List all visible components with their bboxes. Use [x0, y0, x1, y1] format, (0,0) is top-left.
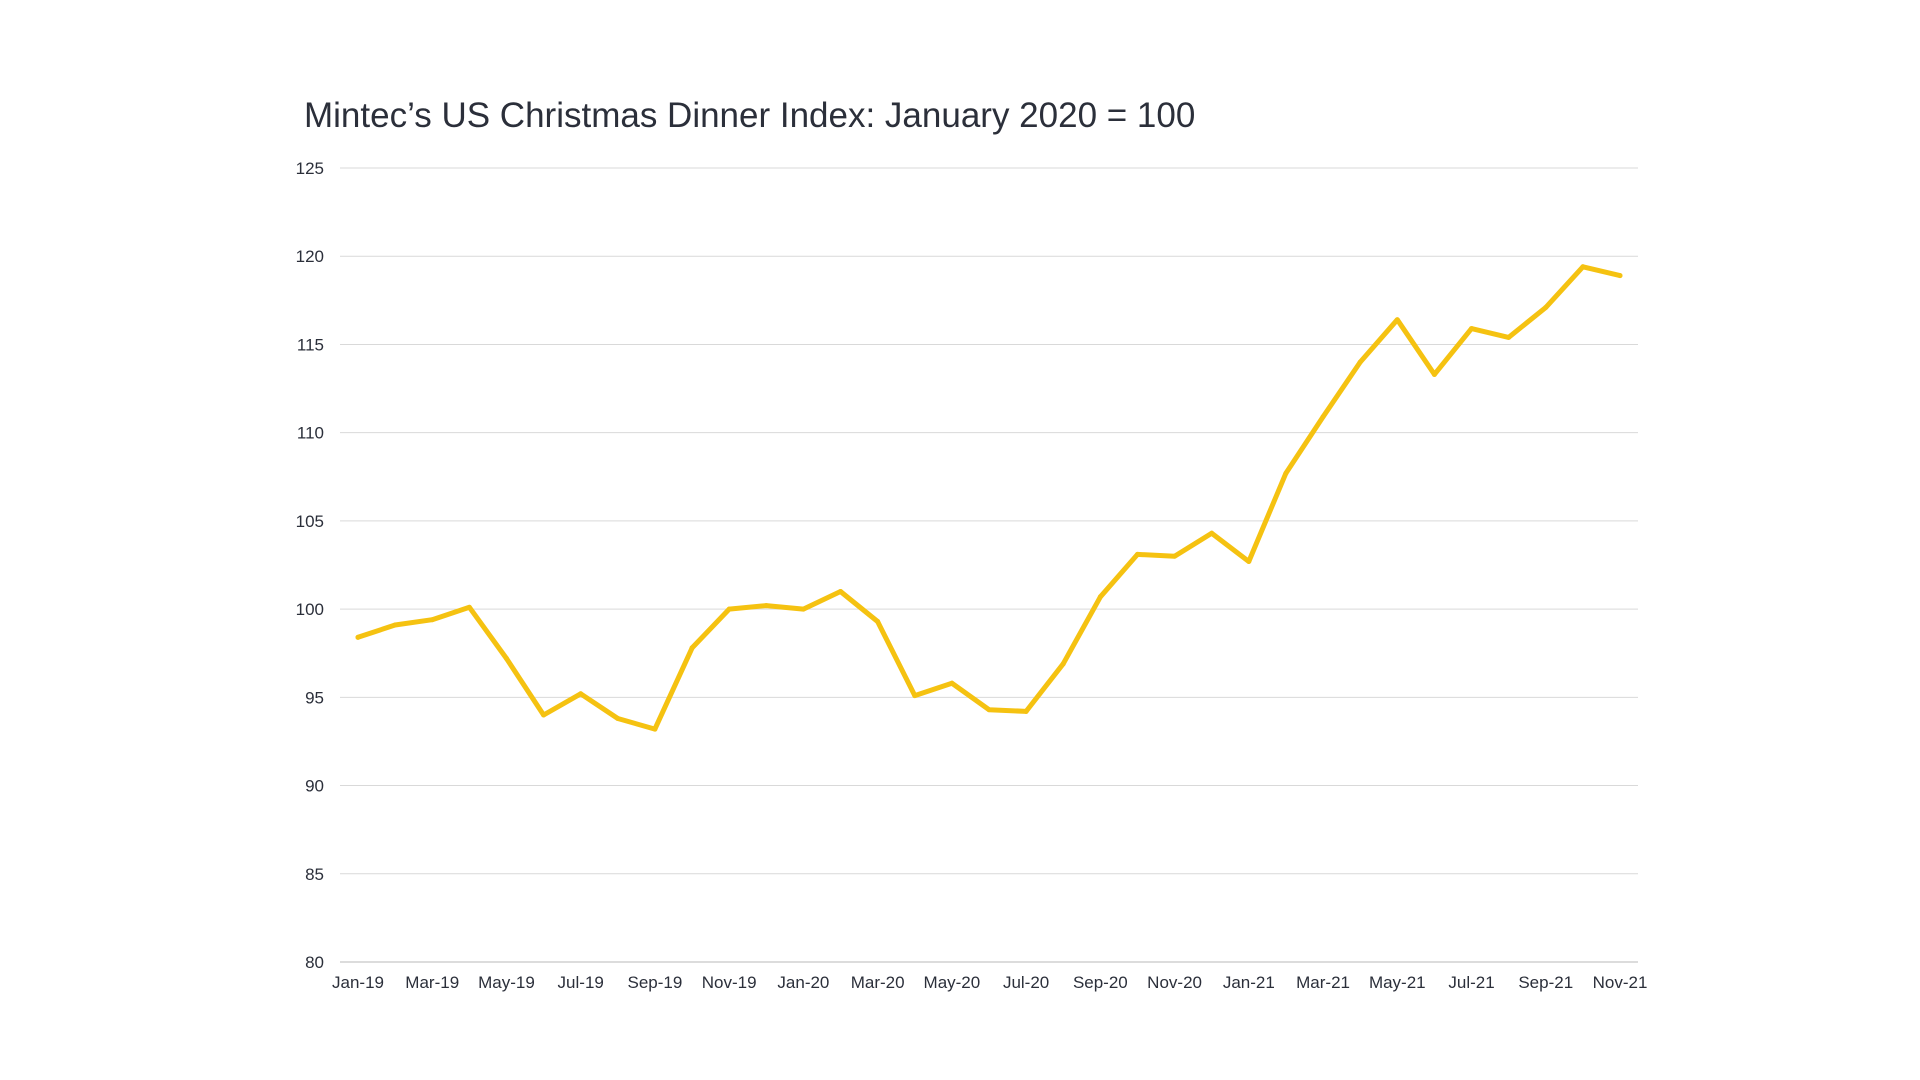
- x-tick-label: Nov-19: [702, 973, 757, 992]
- y-tick-label: 120: [296, 247, 324, 266]
- y-tick-label: 125: [296, 159, 324, 178]
- data-point: [1357, 359, 1363, 365]
- x-tick-label: Sep-20: [1073, 973, 1128, 992]
- data-point: [689, 645, 695, 651]
- data-point: [1023, 708, 1029, 714]
- x-tick-label: Jan-20: [777, 973, 829, 992]
- data-point: [1209, 530, 1215, 536]
- data-point: [578, 691, 584, 697]
- y-tick-label: 85: [305, 865, 324, 884]
- data-point: [466, 604, 472, 610]
- x-tick-label: May-21: [1369, 973, 1426, 992]
- y-tick-label: 95: [305, 688, 324, 707]
- y-tick-label: 105: [296, 512, 324, 531]
- data-point: [541, 712, 547, 718]
- data-point: [763, 603, 769, 609]
- data-point: [503, 656, 509, 662]
- data-point: [986, 707, 992, 713]
- data-point: [1134, 551, 1140, 557]
- data-point: [1580, 264, 1586, 270]
- data-point: [1320, 414, 1326, 420]
- data-point: [355, 634, 361, 640]
- data-point: [1060, 661, 1066, 667]
- data-point: [1469, 326, 1475, 332]
- data-point: [392, 622, 398, 628]
- x-tick-label: Mar-21: [1296, 973, 1350, 992]
- data-point: [800, 606, 806, 612]
- data-point: [1246, 558, 1252, 564]
- data-point: [1431, 371, 1437, 377]
- data-point: [912, 693, 918, 699]
- data-point: [875, 618, 881, 624]
- x-tick-label: May-19: [478, 973, 535, 992]
- chart-title: Mintec’s US Christmas Dinner Index: Janu…: [304, 96, 1196, 135]
- data-point: [726, 606, 732, 612]
- x-tick-label: Nov-21: [1593, 973, 1648, 992]
- data-point: [1283, 470, 1289, 476]
- data-point: [838, 588, 844, 594]
- data-point: [429, 617, 435, 623]
- x-tick-label: Jul-21: [1448, 973, 1494, 992]
- x-tick-label: Jan-19: [332, 973, 384, 992]
- x-tick-label: May-20: [924, 973, 981, 992]
- y-tick-label: 80: [305, 953, 324, 972]
- y-axis-tick-labels: 80 85 90 95 100 105 110 115 120 125: [296, 159, 324, 972]
- x-tick-label: Jul-20: [1003, 973, 1049, 992]
- y-tick-label: 115: [297, 335, 324, 354]
- x-tick-label: Jul-19: [558, 973, 604, 992]
- y-tick-label: 90: [305, 777, 324, 796]
- gridlines: [340, 167, 1638, 963]
- x-tick-label: Mar-20: [851, 973, 905, 992]
- data-point: [949, 680, 955, 686]
- data-point: [1394, 317, 1400, 323]
- data-point: [652, 726, 658, 732]
- y-tick-label: 110: [297, 424, 324, 443]
- x-tick-label: Jan-21: [1223, 973, 1275, 992]
- data-point: [615, 716, 621, 722]
- x-tick-label: Nov-20: [1147, 973, 1202, 992]
- y-tick-label: 100: [296, 600, 324, 619]
- data-point: [1506, 334, 1512, 340]
- x-tick-label: Sep-19: [628, 973, 683, 992]
- x-tick-label: Mar-19: [405, 973, 459, 992]
- data-point: [1617, 273, 1623, 279]
- series-line: [355, 264, 1623, 732]
- x-axis-tick-labels: Jan-19 Mar-19 May-19 Jul-19 Sep-19 Nov-19 Jan-…: [332, 973, 1647, 992]
- series-group: [355, 264, 1623, 732]
- data-point: [1097, 594, 1103, 600]
- data-point: [1543, 304, 1549, 310]
- data-point: [1172, 553, 1178, 559]
- x-tick-label: Sep-21: [1518, 973, 1573, 992]
